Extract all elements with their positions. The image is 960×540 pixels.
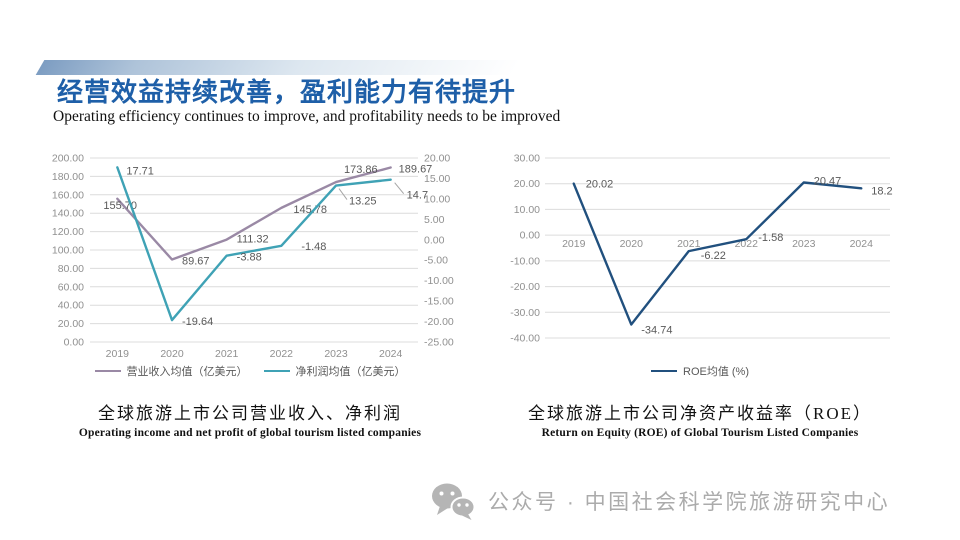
legend-label-revenue: 营业收入均值（亿美元） [126, 366, 248, 378]
svg-text:-10.00: -10.00 [424, 275, 454, 287]
svg-text:2020: 2020 [160, 348, 184, 360]
svg-text:13.25: 13.25 [349, 196, 377, 208]
caption-roe: 全球旅游上市公司净资产收益率（ROE） Return on Equity (RO… [490, 399, 910, 439]
svg-text:0.00: 0.00 [64, 337, 85, 349]
legend-roe: ROE均值 (%) [490, 363, 910, 379]
svg-text:18.2: 18.2 [871, 185, 892, 197]
svg-text:-40.00: -40.00 [510, 333, 540, 345]
svg-text:2021: 2021 [677, 238, 701, 250]
svg-text:10.00: 10.00 [514, 204, 540, 216]
svg-text:-15.00: -15.00 [424, 296, 454, 308]
svg-text:189.67: 189.67 [399, 164, 433, 176]
svg-text:173.86: 173.86 [344, 164, 378, 176]
svg-text:-20.00: -20.00 [510, 281, 540, 293]
svg-text:40.00: 40.00 [58, 300, 84, 312]
svg-text:100.00: 100.00 [52, 245, 84, 257]
roe-line-chart: 30.00 20.00 10.00 0.00 -10.00 -20.00 -30.00 -40… [510, 153, 892, 345]
svg-text:20.02: 20.02 [586, 179, 614, 191]
svg-text:160.00: 160.00 [52, 189, 84, 201]
caption-income-profit-zh: 全球旅游上市公司营业收入、净利润 [98, 404, 402, 423]
svg-text:145.78: 145.78 [293, 204, 327, 216]
svg-text:80.00: 80.00 [58, 263, 84, 275]
svg-text:2021: 2021 [215, 348, 239, 360]
svg-text:20.00: 20.00 [424, 153, 450, 165]
svg-text:20.00: 20.00 [514, 178, 540, 190]
page-title: 经营效益持续改善，盈利能力有待提升 [57, 78, 517, 107]
svg-text:20.00: 20.00 [58, 318, 84, 330]
svg-text:15.00: 15.00 [424, 173, 450, 185]
svg-text:180.00: 180.00 [52, 171, 84, 183]
svg-text:-5.00: -5.00 [424, 255, 448, 267]
page-subtitle: Operating efficiency continues to improv… [53, 108, 561, 125]
svg-text:20.47: 20.47 [814, 176, 842, 188]
svg-text:120.00: 120.00 [52, 226, 84, 238]
legend-label-net-profit: 净利润均值（亿美元） [295, 366, 406, 378]
svg-text:200.00: 200.00 [52, 153, 84, 165]
legend-item-revenue: 营业收入均值（亿美元） [94, 363, 248, 379]
svg-text:14.7: 14.7 [407, 190, 428, 202]
net-profit-line-swatch [263, 369, 290, 373]
wechat-icon [432, 483, 476, 520]
svg-text:2019: 2019 [106, 348, 130, 360]
svg-text:-6.22: -6.22 [701, 250, 726, 262]
roe-line-swatch [651, 369, 677, 373]
svg-text:-3.88: -3.88 [237, 252, 262, 264]
svg-text:111.32: 111.32 [237, 234, 269, 246]
svg-text:-25.00: -25.00 [424, 337, 454, 349]
svg-text:-20.00: -20.00 [424, 316, 454, 328]
chart-income-profit: 200.00 180.00 160.00 140.00 120.00 100.00 80.0… [40, 150, 460, 385]
revenue-line-swatch [94, 369, 121, 373]
svg-text:0.00: 0.00 [424, 234, 445, 246]
caption-roe-zh: 全球旅游上市公司净资产收益率（ROE） [528, 404, 872, 423]
chart-roe: 30.00 20.00 10.00 0.00 -10.00 -20.00 -30.00 -40… [490, 150, 910, 385]
caption-income-profit-en: Operating income and net profit of globa… [78, 427, 422, 439]
svg-text:10.00: 10.00 [424, 193, 450, 205]
svg-text:155.70: 155.70 [103, 200, 137, 212]
svg-text:2020: 2020 [620, 238, 644, 250]
legend-income-profit: 营业收入均值（亿美元） 净利润均值（亿美元） [40, 363, 460, 379]
legend-label-roe: ROE均值 (%) [683, 366, 749, 378]
svg-text:2024: 2024 [379, 348, 403, 360]
svg-text:2023: 2023 [792, 238, 816, 250]
svg-text:30.00: 30.00 [514, 153, 540, 165]
svg-text:2022: 2022 [270, 348, 294, 360]
svg-text:2023: 2023 [324, 348, 348, 360]
svg-text:5.00: 5.00 [424, 214, 445, 226]
svg-text:89.67: 89.67 [182, 256, 210, 268]
watermark: 公众号 · 中国社会科学院旅游研究中心 [430, 481, 890, 521]
caption-income-profit: 全球旅游上市公司营业收入、净利润 Operating income and ne… [40, 399, 460, 439]
watermark-text: 公众号 · 中国社会科学院旅游研究中心 [488, 491, 891, 514]
svg-text:2024: 2024 [850, 238, 874, 250]
caption-roe-en: Return on Equity (ROE) of Global Tourism… [541, 427, 859, 439]
svg-text:60.00: 60.00 [58, 281, 84, 293]
svg-text:2019: 2019 [562, 238, 586, 250]
svg-text:-10.00: -10.00 [510, 255, 540, 267]
svg-text:0.00: 0.00 [520, 230, 541, 242]
svg-text:140.00: 140.00 [52, 208, 84, 220]
legend-item-net-profit: 净利润均值（亿美元） [263, 363, 406, 379]
svg-text:-1.48: -1.48 [301, 241, 326, 253]
legend-item-roe: ROE均值 (%) [651, 363, 749, 379]
income-profit-line-chart: 200.00 180.00 160.00 140.00 120.00 100.00 80.0… [52, 153, 454, 361]
svg-text:-34.74: -34.74 [641, 324, 672, 336]
svg-text:-1.58: -1.58 [758, 232, 783, 244]
svg-text:-30.00: -30.00 [510, 307, 540, 319]
svg-text:-19.64: -19.64 [182, 316, 213, 328]
svg-text:17.71: 17.71 [126, 165, 154, 177]
